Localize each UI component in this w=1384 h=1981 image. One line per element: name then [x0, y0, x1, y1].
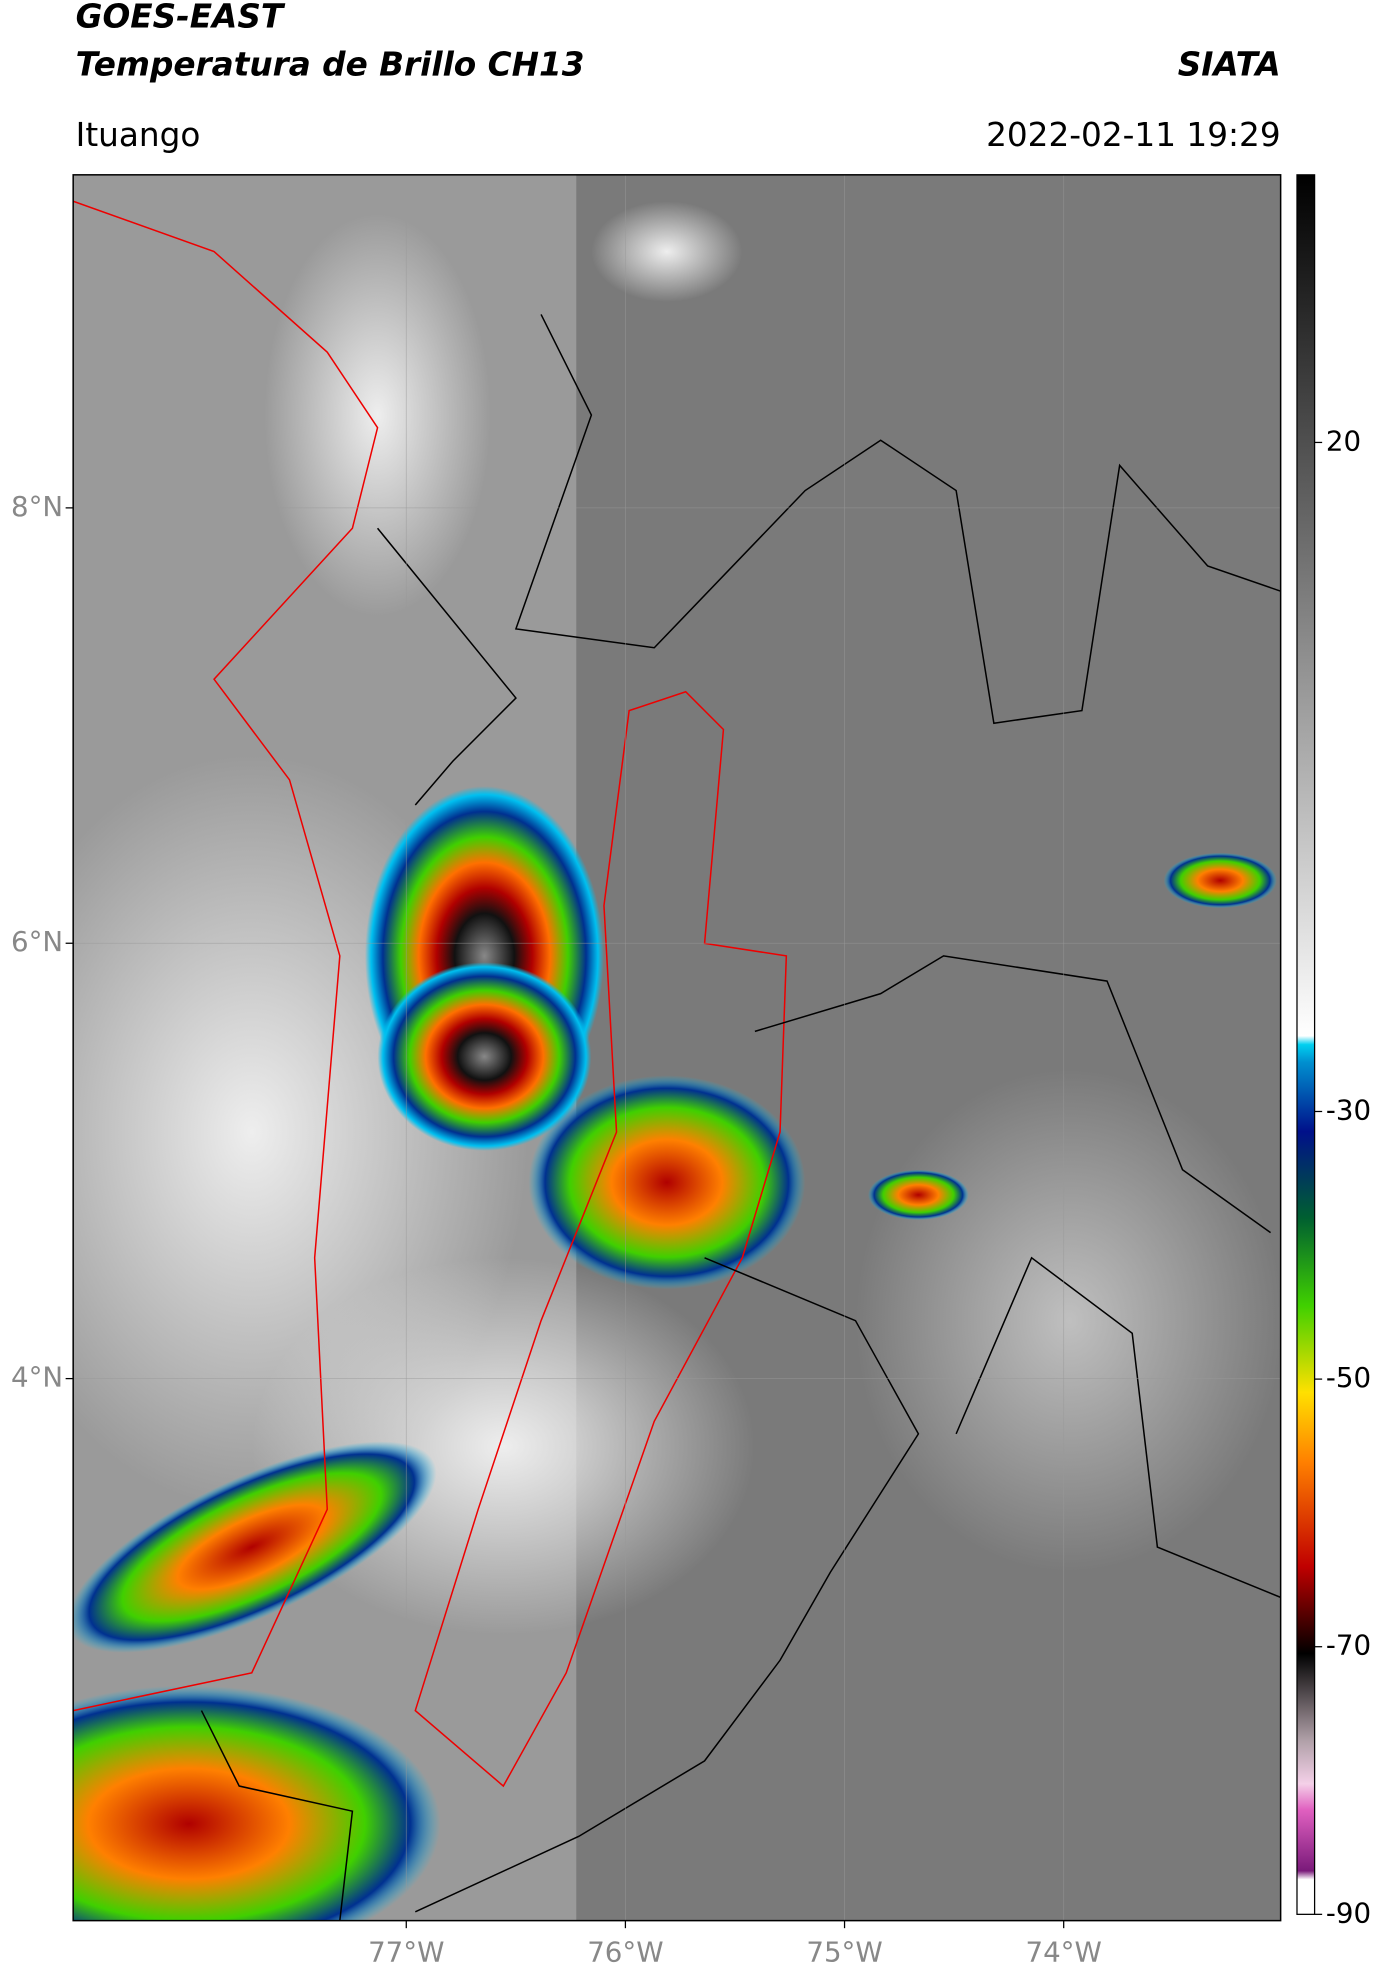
x-tick-label: 74°W: [1026, 1935, 1102, 1968]
colorbar: [1296, 174, 1316, 1915]
x-tick-label: 77°W: [368, 1935, 444, 1968]
satellite-image: [73, 174, 1281, 1921]
title: Temperatura de Brillo CH13: [76, 45, 585, 83]
colorbar-tick-label: 20: [1326, 424, 1361, 457]
x-tick-label: 76°W: [587, 1935, 663, 1968]
colorbar-tick-label: -70: [1326, 1629, 1371, 1662]
y-tick-label: 4°N: [11, 1361, 63, 1394]
colorbar-tick-label: -90: [1326, 1896, 1371, 1929]
source: SIATA: [1178, 45, 1281, 83]
title: GOES-EAST: [76, 0, 286, 36]
datetime: 2022-02-11 19:29: [986, 116, 1281, 154]
y-tick-label: 6°N: [11, 925, 63, 958]
colorbar-tick-label: -50: [1326, 1361, 1371, 1394]
x-tick-label: 75°W: [806, 1935, 882, 1968]
graticule: [73, 174, 1281, 1921]
colorbar-tick-label: -30: [1326, 1093, 1371, 1126]
map-frame: [72, 174, 1282, 1922]
location: Ituango: [76, 116, 201, 154]
y-tick-label: 8°N: [11, 490, 63, 523]
